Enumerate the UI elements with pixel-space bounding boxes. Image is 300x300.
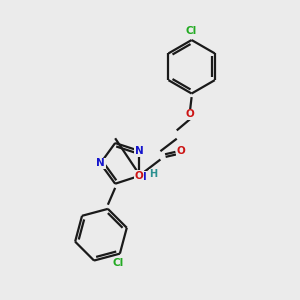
Text: N: N (138, 172, 147, 182)
Text: N: N (96, 158, 105, 168)
Text: O: O (186, 109, 194, 119)
Text: Cl: Cl (113, 258, 124, 268)
Text: O: O (135, 171, 143, 181)
Text: Cl: Cl (186, 26, 197, 36)
Text: O: O (177, 146, 186, 156)
Text: N: N (135, 146, 143, 156)
Text: H: H (149, 169, 158, 179)
